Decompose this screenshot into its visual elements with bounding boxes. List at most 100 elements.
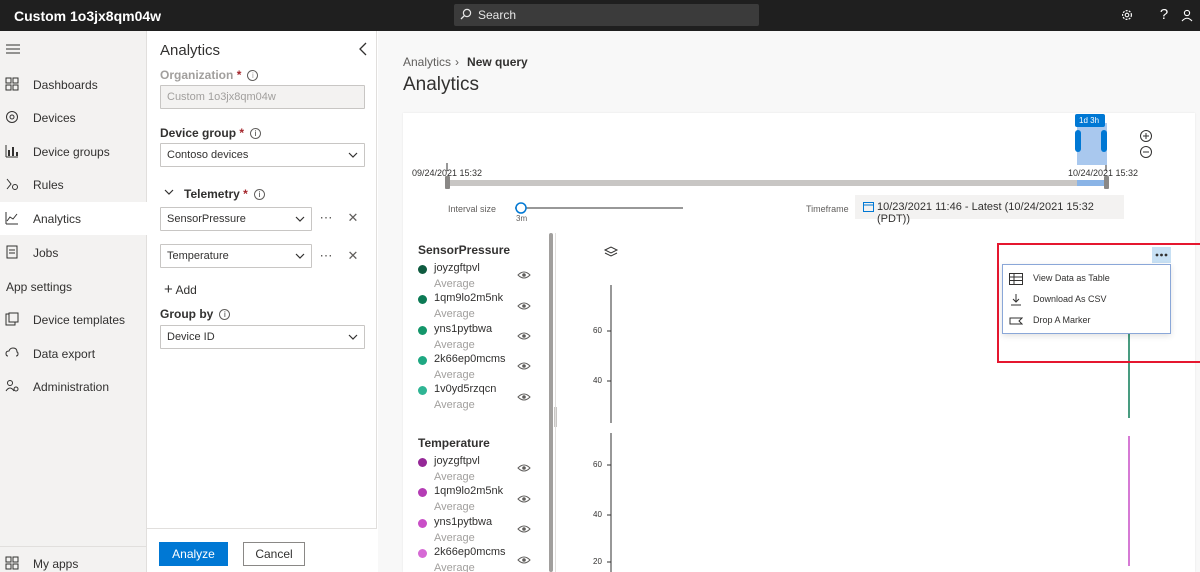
telemetry-dropdown-sensorpressure[interactable]: SensorPressure [160, 207, 312, 231]
eye-visibility-icon[interactable] [517, 463, 531, 473]
interval-size-slider[interactable] [511, 201, 686, 215]
nav-label: Device templates [33, 313, 126, 327]
collapse-panel-chevron-icon[interactable] [357, 42, 369, 56]
eye-visibility-icon[interactable] [517, 494, 531, 504]
eye-visibility-icon[interactable] [517, 524, 531, 534]
legend-series-name: 2k66ep0mcms [434, 546, 506, 558]
telemetry-expand-chevron-icon[interactable] [164, 188, 174, 196]
nav-item-my-apps[interactable]: My apps [0, 546, 147, 572]
required-marker: * [236, 68, 242, 82]
main-content: Analytics › New query Analytics 1d 3h 09/2… [378, 31, 1200, 572]
range-right-grip [1101, 130, 1107, 152]
timeline-brush[interactable] [403, 113, 1195, 193]
nav-item-data-export[interactable]: Data export [0, 337, 147, 370]
plus-icon: + [164, 281, 173, 298]
remove-close-icon[interactable]: ✕ [347, 248, 359, 263]
breadcrumb-parent-link[interactable]: Analytics [403, 55, 452, 69]
zoom-out-icon[interactable] [1139, 145, 1153, 159]
legend-scrollbar[interactable] [549, 233, 553, 572]
timeline-selection [1077, 180, 1107, 186]
add-telemetry-button[interactable]: + Add [164, 281, 197, 298]
search-input[interactable]: Search [454, 4, 759, 26]
zoom-in-icon[interactable] [1139, 129, 1153, 143]
group-by-label: Group by i [160, 307, 231, 321]
legend-series-dot [418, 265, 427, 274]
legend-series-agg: Average [434, 339, 475, 351]
chevron-down-icon [348, 334, 358, 340]
telemetry-dropdown-temperature[interactable]: Temperature [160, 244, 312, 268]
eye-visibility-icon[interactable] [517, 555, 531, 565]
eye-visibility-icon[interactable] [517, 270, 531, 280]
menu-item-drop-a-marker[interactable]: Drop A Marker [1003, 311, 1170, 332]
devices-icon [6, 111, 18, 123]
range-handle-label: 1d 3h [1079, 116, 1100, 125]
highlight-annotation-box [997, 243, 1200, 363]
timeframe-value: 10/23/2021 11:46 - Latest (10/24/2021 15… [877, 201, 1094, 225]
marker-icon [1009, 317, 1023, 325]
legend-series-name: joyzgftpvl [434, 455, 480, 467]
analyze-button[interactable]: Analyze [159, 542, 228, 566]
remove-close-icon[interactable]: ✕ [347, 210, 359, 225]
eye-visibility-icon[interactable] [517, 301, 531, 311]
device-group-dropdown[interactable]: Contoso devices [160, 143, 365, 167]
info-icon[interactable]: i [253, 189, 265, 200]
legend-series-dot [418, 549, 427, 558]
page-title: Analytics [403, 74, 480, 95]
more-options-icon[interactable]: ⋯ [319, 210, 333, 225]
legend-series-name: 1qm9lo2m5nk [434, 485, 504, 497]
menu-item-download-as-csv[interactable]: Download As CSV [1003, 290, 1170, 311]
app-title[interactable]: Custom 1o3jx8qm04w [14, 8, 162, 24]
table-icon [1009, 273, 1023, 285]
telemetry-label: Telemetry * i [184, 187, 265, 201]
info-icon[interactable]: i [250, 128, 262, 139]
nav-item-device-groups[interactable]: Device groups [0, 135, 147, 168]
menu-item-view-data-as-table[interactable]: View Data as Table [1003, 269, 1170, 290]
nav-item-dashboards[interactable]: Dashboards [0, 68, 147, 101]
nav-label: Data export [33, 347, 96, 361]
device-group-label-text: Device group [160, 126, 237, 140]
eye-visibility-icon[interactable] [517, 361, 531, 371]
nav-item-jobs[interactable]: Jobs [0, 236, 147, 269]
settings-gear-icon[interactable] [1118, 6, 1136, 24]
device-groups-icon [5, 145, 18, 158]
layers-icon[interactable] [603, 244, 619, 260]
nav-label: Rules [33, 178, 64, 192]
info-icon[interactable]: i [247, 70, 259, 81]
group-by-dropdown[interactable]: Device ID [160, 325, 365, 349]
cancel-button[interactable]: Cancel [243, 542, 305, 566]
required-marker: * [239, 126, 245, 140]
legend-series-dot [418, 326, 427, 335]
nav-label: My apps [33, 557, 79, 571]
chart-more-options-button[interactable] [1152, 247, 1171, 263]
legend-series-agg: Average [434, 369, 475, 381]
eye-visibility-icon[interactable] [517, 392, 531, 402]
nav-item-analytics[interactable]: Analytics [0, 202, 147, 235]
menu-item-label: View Data as Table [1033, 273, 1110, 283]
info-icon[interactable]: i [219, 309, 231, 320]
legend-series-dot [418, 386, 427, 395]
interval-size-value: 3m [516, 214, 528, 223]
range-left-grip [1075, 130, 1081, 152]
timeframe-picker[interactable]: 10/23/2021 11:46 - Latest (10/24/2021 15… [855, 195, 1124, 225]
nav-item-device-templates[interactable]: Device templates [0, 303, 147, 336]
nav-label: Dashboards [33, 78, 98, 92]
interval-size-label: Interval size [448, 204, 497, 214]
nav-label: Analytics [33, 212, 82, 226]
chevron-down-icon [295, 216, 305, 222]
resize-grip-icon[interactable] [554, 407, 557, 427]
account-icon[interactable] [1178, 6, 1196, 24]
nav-item-administration[interactable]: Administration [0, 370, 147, 403]
eye-visibility-icon[interactable] [517, 331, 531, 341]
help-icon[interactable]: ? [1159, 6, 1169, 23]
search-placeholder: Search [478, 8, 517, 22]
pressure-tick-label: 60 [593, 326, 602, 335]
legend-series-name: yns1pytbwa [434, 323, 493, 335]
nav-label: Device groups [33, 145, 110, 159]
more-options-icon[interactable]: ⋯ [319, 248, 333, 263]
nav-item-devices[interactable]: Devices [0, 101, 147, 134]
legend-group-title: SensorPressure [418, 243, 511, 257]
hamburger-menu-icon[interactable] [6, 44, 20, 54]
nav-item-rules[interactable]: Rules [0, 168, 147, 201]
analytics-chart-card: 1d 3h 09/24/2021 15:32 10/24/2021 15:32 … [403, 113, 1200, 572]
telemetry-value: SensorPressure [167, 213, 246, 225]
